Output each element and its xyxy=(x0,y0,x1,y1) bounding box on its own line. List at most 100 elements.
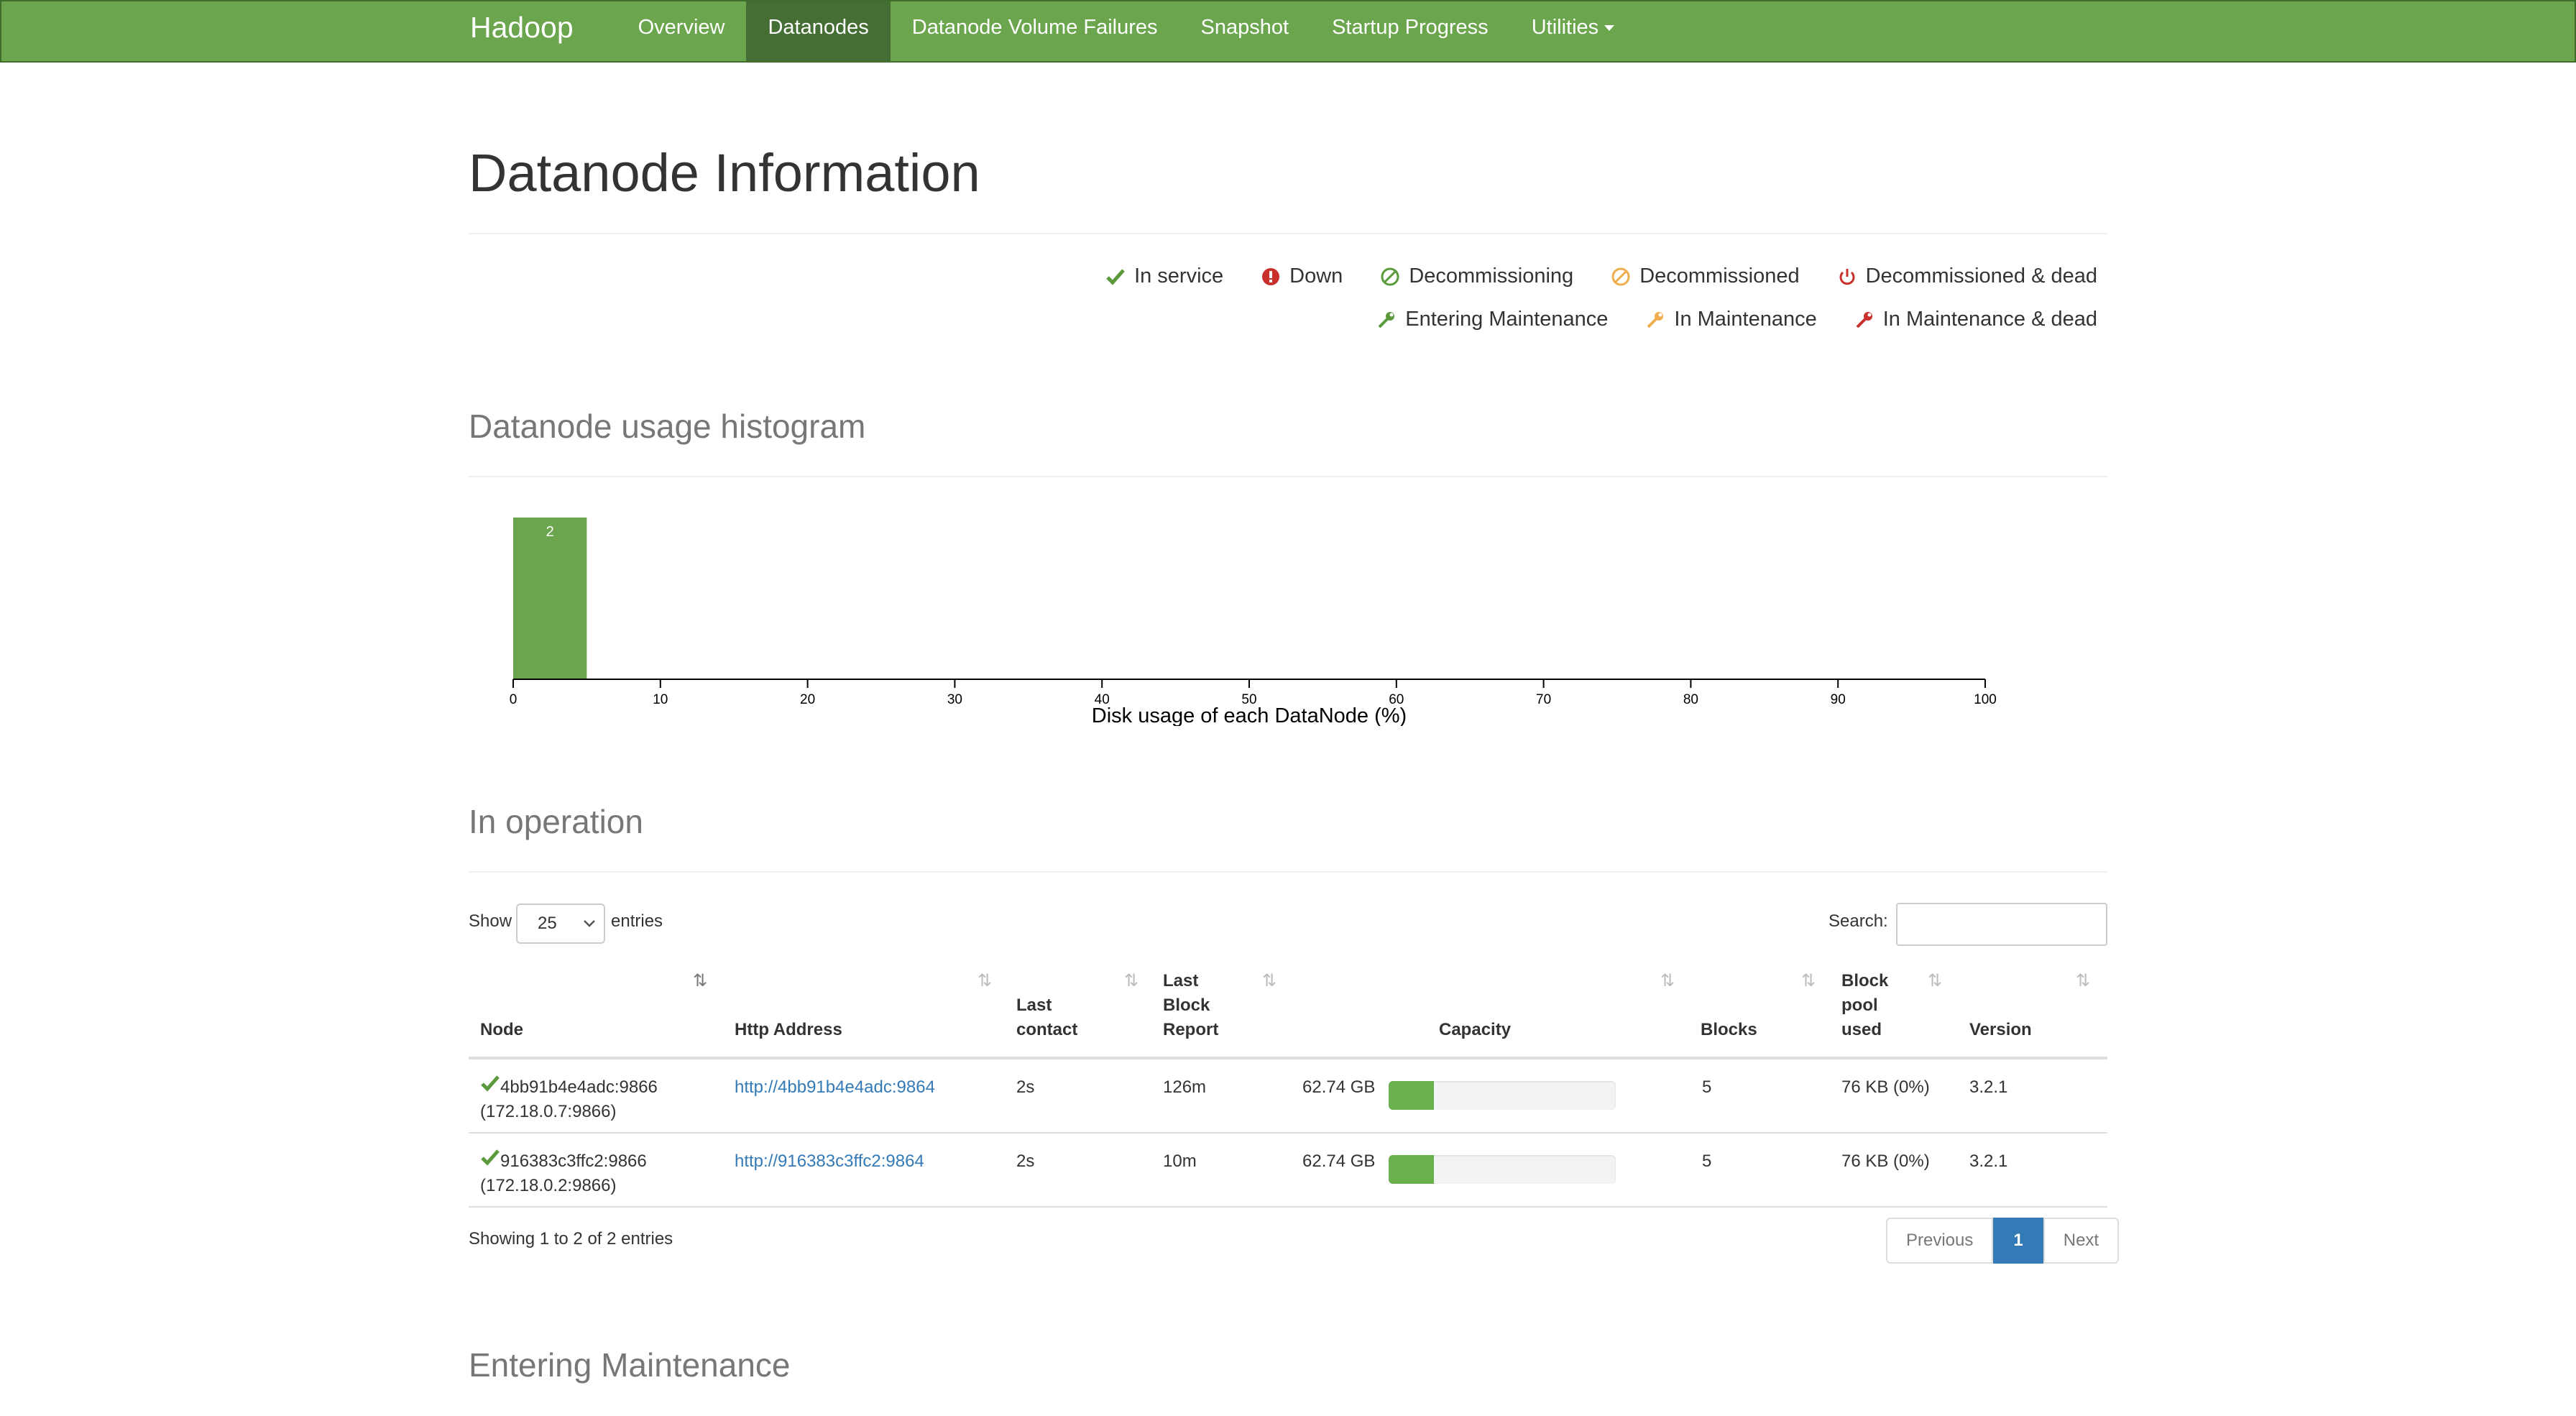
histogram-bar-label: 2 xyxy=(546,524,554,540)
col-http-header[interactable]: Http Address xyxy=(735,1020,842,1039)
sort-icon[interactable]: ⇅ xyxy=(1928,971,1943,990)
legend-down-label: Down xyxy=(1289,265,1343,288)
histogram-tick-label: 0 xyxy=(510,692,518,707)
nav-datanodes[interactable]: Datanodes xyxy=(746,1,891,61)
legend-in-service: In service xyxy=(1105,265,1223,288)
table-search-input[interactable] xyxy=(1896,903,2107,946)
http-address-link[interactable]: http://4bb91b4e4adc:9864 xyxy=(735,1077,935,1097)
legend-entering-maintenance: Entering Maintenance xyxy=(1376,308,1608,331)
histogram-tick-label: 50 xyxy=(1241,692,1256,707)
node-ip: (172.18.0.7:9866) xyxy=(480,1102,617,1121)
check-icon xyxy=(1106,268,1125,285)
col-capacity-header[interactable]: Capacity xyxy=(1439,1020,1512,1039)
wrench-icon-red xyxy=(1856,311,1872,328)
col-version-header[interactable]: Version xyxy=(1969,1020,2032,1039)
col-last-block-line2[interactable]: Block xyxy=(1163,996,1210,1015)
nav-utilities-label: Utilities xyxy=(1531,16,1599,39)
legend-entering-maintenance-label: Entering Maintenance xyxy=(1405,308,1609,331)
sort-asc-icon[interactable]: ⇅ xyxy=(693,971,708,990)
wrench-icon-orange xyxy=(1647,311,1664,328)
capacity-progress-fill xyxy=(1389,1155,1435,1184)
sort-icon[interactable]: ⇅ xyxy=(1801,971,1816,990)
capacity-value: 62.74 GB xyxy=(1302,1077,1376,1097)
entries-select-value: 25 xyxy=(538,914,557,933)
wrench-icon-green xyxy=(1378,311,1395,328)
show-label: Show xyxy=(469,911,512,931)
col-last-block-line3[interactable]: Report xyxy=(1163,1020,1219,1039)
last-contact: 2s xyxy=(1016,1077,1035,1097)
capacity-progress-bar xyxy=(1389,1155,1616,1184)
histogram-tick-label: 100 xyxy=(1974,692,1997,707)
in-operation-title: In operation xyxy=(469,803,643,840)
block-pool-used: 76 KB (0%) xyxy=(1841,1077,1930,1097)
node-ip: (172.18.0.2:9866) xyxy=(480,1176,617,1195)
in-operation-divider xyxy=(469,871,2107,873)
nav-snapshot[interactable]: Snapshot xyxy=(1200,16,1289,39)
caret-down-icon xyxy=(1604,25,1615,32)
entering-maintenance-title: Entering Maintenance xyxy=(469,1346,791,1384)
histogram-tick-label: 20 xyxy=(800,692,815,707)
table-row: 916383c3ffc2:9866 (172.18.0.2:9866) http… xyxy=(469,1134,2107,1208)
legend-in-service-label: In service xyxy=(1134,265,1224,288)
ban-icon-green xyxy=(1381,267,1399,285)
top-navbar: Hadoop Overview Datanodes Datanode Volum… xyxy=(0,0,2576,63)
sort-icon[interactable]: ⇅ xyxy=(1124,971,1139,990)
power-off-icon xyxy=(1839,268,1855,285)
nav-utilities-dropdown[interactable]: Utilities xyxy=(1510,1,1636,61)
sort-icon[interactable]: ⇅ xyxy=(1660,971,1675,990)
legend-decommissioned: Decommissioned xyxy=(1611,265,1800,288)
entries-label: entries xyxy=(611,911,663,931)
col-last-contact-line1[interactable]: Last xyxy=(1016,996,1052,1015)
previous-page-button[interactable]: Previous xyxy=(1886,1218,1994,1264)
sort-icon[interactable]: ⇅ xyxy=(978,971,993,990)
histogram-divider xyxy=(469,476,2107,477)
chevron-down-icon xyxy=(584,920,595,927)
node-name: 916383c3ffc2:9866 xyxy=(500,1151,647,1171)
histogram-tick-label: 10 xyxy=(653,692,668,707)
legend-in-maintenance-dead: In Maintenance & dead xyxy=(1854,308,2097,331)
histogram-tick-label: 40 xyxy=(1095,692,1110,707)
in-service-check-icon xyxy=(481,1149,500,1166)
histogram-bar xyxy=(513,518,587,679)
version: 3.2.1 xyxy=(1969,1151,2008,1171)
col-pool-line1[interactable]: Block xyxy=(1841,971,1889,990)
histogram-tick-label: 80 xyxy=(1683,692,1698,707)
sort-icon[interactable]: ⇅ xyxy=(2076,971,2091,990)
ban-icon-orange xyxy=(1611,267,1630,285)
histogram-tick-label: 30 xyxy=(947,692,962,707)
exclamation-circle-icon xyxy=(1262,267,1280,285)
col-last-contact-line2[interactable]: contact xyxy=(1016,1020,1078,1039)
status-legend-row-2: Entering Maintenance In Maintenance In M… xyxy=(1376,308,2097,331)
capacity-value: 62.74 GB xyxy=(1302,1151,1376,1171)
node-name: 4bb91b4e4adc:9866 xyxy=(500,1077,658,1097)
legend-decommissioned-dead-label: Decommissioned & dead xyxy=(1865,265,2097,288)
nav-startup-progress[interactable]: Startup Progress xyxy=(1332,16,1489,39)
page-1-button[interactable]: 1 xyxy=(1993,1218,2043,1264)
nav-volume-failures[interactable]: Datanode Volume Failures xyxy=(911,16,1158,39)
col-blocks-header[interactable]: Blocks xyxy=(1701,1020,1757,1039)
col-pool-line3[interactable]: used xyxy=(1841,1020,1882,1039)
status-legend-row-1: In service Down Decommissioning Decommis… xyxy=(1105,265,2097,288)
legend-in-maintenance: In Maintenance xyxy=(1645,308,1817,331)
histogram-tick-label: 90 xyxy=(1831,692,1846,707)
col-last-block-line1[interactable]: Last xyxy=(1163,971,1199,990)
datanode-table-header: Node ⇅ Http Address ⇅ Last contact ⇅ Las… xyxy=(469,956,2107,1059)
title-divider xyxy=(469,233,2107,234)
http-address-link[interactable]: http://916383c3ffc2:9864 xyxy=(735,1151,924,1171)
col-pool-line2[interactable]: pool xyxy=(1841,996,1878,1015)
legend-in-maintenance-dead-label: In Maintenance & dead xyxy=(1882,308,2097,331)
table-info: Showing 1 to 2 of 2 entries xyxy=(469,1229,673,1249)
version: 3.2.1 xyxy=(1969,1077,2008,1097)
brand-link[interactable]: Hadoop xyxy=(470,11,574,44)
legend-decommissioning-label: Decommissioning xyxy=(1409,265,1574,288)
nav-items: Hadoop Overview Datanodes Datanode Volum… xyxy=(470,1,1636,61)
last-contact: 2s xyxy=(1016,1151,1035,1171)
sort-icon[interactable]: ⇅ xyxy=(1262,971,1277,990)
next-page-button[interactable]: Next xyxy=(2043,1218,2120,1264)
page-title: Datanode Information xyxy=(469,143,980,203)
entries-per-page-select[interactable]: 25 xyxy=(516,904,605,944)
legend-decommissioned-dead: Decommissioned & dead xyxy=(1837,265,2097,288)
col-node-header[interactable]: Node xyxy=(480,1020,523,1039)
histogram-title: Datanode usage histogram xyxy=(469,408,866,445)
nav-overview[interactable]: Overview xyxy=(638,16,725,39)
